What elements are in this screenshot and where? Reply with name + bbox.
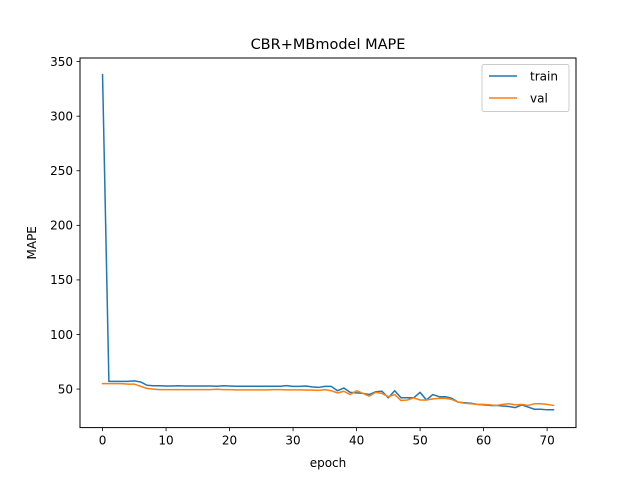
x-tick-label: 70: [539, 434, 554, 448]
y-tick-label: 150: [50, 273, 73, 287]
x-tick-label: 30: [285, 434, 300, 448]
x-tick-label: 40: [349, 434, 364, 448]
chart-title: CBR+MBmodel MAPE: [251, 37, 406, 53]
legend: train val: [481, 64, 570, 112]
x-tick-label: 10: [158, 434, 173, 448]
x-tick-label: 50: [412, 434, 427, 448]
y-tick-label: 200: [50, 219, 73, 233]
series-line-val: [101, 382, 555, 407]
y-tick-label: 50: [58, 382, 73, 396]
legend-label-val: val: [530, 91, 548, 105]
y-tick-label: 250: [50, 164, 73, 178]
y-axis-label: MAPE: [25, 226, 39, 259]
plot-frame: [79, 57, 577, 429]
x-axis-label: epoch: [310, 456, 347, 470]
y-tick-label: 350: [50, 55, 73, 69]
y-tick-label: 300: [50, 109, 73, 123]
x-tick-label: 60: [476, 434, 491, 448]
x-tick-label: 0: [99, 434, 107, 448]
y-tick-label: 100: [50, 328, 73, 342]
x-tick-label: 20: [222, 434, 237, 448]
legend-label-train: train: [530, 69, 558, 83]
